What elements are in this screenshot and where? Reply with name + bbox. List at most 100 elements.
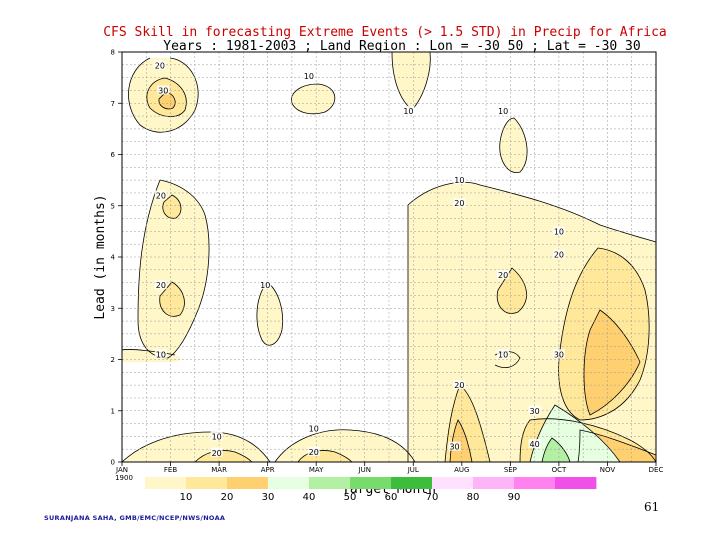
contour-20-sep (496, 267, 527, 314)
legend-tick-label: 80 (467, 492, 480, 503)
region-10-lower-left-band (122, 349, 181, 362)
region-30-aug (450, 420, 472, 462)
contour-label: 10 (498, 107, 508, 116)
page-number: 61 (644, 500, 659, 514)
contour-label: 10 (454, 176, 464, 185)
y-tick-label: 1 (111, 407, 115, 415)
chart-subtitle: Years : 1981-2003 ; Land Region : Lon = … (163, 39, 640, 54)
contour-label: 10 (309, 425, 319, 434)
contour-30-bottom-right (577, 429, 657, 463)
y-tick-label: 2 (111, 356, 115, 364)
region-50-oct (542, 438, 570, 462)
contour-label: 10 (156, 350, 166, 359)
legend-swatch (350, 477, 392, 489)
contour-label-background (259, 280, 272, 290)
region-10-apr-blob (256, 282, 283, 346)
contour-label-background (552, 349, 565, 359)
contour-10-right-main (407, 182, 657, 462)
legend-tick-label: 20 (221, 492, 234, 503)
contour-labels: 20 30 10 10 10 20 10 20 10 20 20 20 10 10 10 30 20 30 10 20… (153, 60, 565, 458)
x-tick-label: 1900 (115, 474, 133, 482)
contour-20-left-lower (159, 281, 185, 317)
contour-label: 20 (454, 381, 464, 390)
chart-title: CFS Skill in forecasting Extreme Events … (103, 25, 667, 40)
legend-swatch (432, 477, 474, 489)
contour-20-bottom-right (519, 418, 657, 463)
contour-label: 20 (155, 61, 165, 70)
contour-label-background (453, 175, 466, 185)
x-tick-label: JUN (358, 466, 371, 474)
grid-horizontal (122, 64, 656, 450)
x-tick-label: NOV (600, 466, 616, 474)
contour-label: 20 (498, 271, 508, 280)
x-tick-label: SEP (504, 466, 517, 474)
region-30-right (584, 310, 640, 415)
contour-label-background (552, 226, 565, 236)
contour-label-background (448, 441, 461, 451)
region-10-may-blob (291, 84, 335, 114)
x-tick-label: FEB (164, 466, 177, 474)
region-10-left-col (138, 180, 210, 358)
contour-label-background (153, 60, 166, 70)
legend-swatch (514, 477, 556, 489)
legend-tick-label: 30 (262, 492, 275, 503)
x-tick-label: APR (261, 466, 275, 474)
contour-label: 10 (304, 72, 314, 81)
plot-area: 20 30 10 10 10 20 10 20 10 20 20 20 10 10 10 30 20 30 10 20… (121, 51, 657, 463)
x-tick-label: AUG (454, 466, 469, 474)
y-tick-label: 4 (111, 254, 116, 262)
legend-swatch (309, 477, 351, 489)
contour-label: 10 (212, 432, 222, 441)
contour-label-background (552, 249, 565, 259)
contour-label: 40 (530, 440, 540, 449)
contour-label-background (453, 198, 466, 208)
region-30-left-top (158, 92, 176, 109)
contour-label: 30 (158, 86, 168, 95)
contour-label-background (402, 105, 415, 115)
y-axis-ticks: 0 1 2 3 4 5 6 7 8 (111, 49, 122, 467)
legend-tick-label: 90 (508, 492, 521, 503)
contour-30-right (583, 309, 641, 416)
contour-label: 20 (156, 281, 166, 290)
contour-30-left-top (158, 91, 176, 110)
contour-label: 10 (403, 107, 413, 116)
contour-label-background (307, 423, 320, 433)
legend-swatch (391, 477, 433, 489)
contour-label-background (528, 439, 541, 449)
shaded-regions (122, 52, 656, 462)
contour-label-background (453, 380, 466, 390)
contour-label-background (210, 447, 223, 457)
legend-tick-label: 70 (426, 492, 439, 503)
x-tick-label: MAY (309, 466, 324, 474)
contour-label: 30 (554, 350, 564, 359)
contour-label-background (497, 269, 510, 279)
contour-10-may (291, 83, 336, 115)
contour-10-apr (256, 281, 284, 346)
contour-label: 30 (449, 443, 459, 452)
footer-credit: SURANJANA SAHA, GMB/EMC/NCEP/NWS/NOAA (44, 514, 225, 522)
contour-label: 20 (309, 448, 319, 457)
contour-label-background (154, 190, 167, 200)
contour-label-background (497, 349, 510, 359)
y-tick-label: 5 (111, 202, 115, 210)
contour-10-bottom-mid (274, 429, 416, 463)
y-tick-label: 8 (111, 49, 115, 57)
legend-tick-label: 50 (344, 492, 357, 503)
x-tick-label: DEC (649, 466, 664, 474)
contour-10-lower-left (121, 349, 176, 356)
contour-label-background (210, 431, 223, 441)
legend-tick-label: 10 (180, 492, 193, 503)
region-20-left-lower (159, 282, 185, 317)
legend-swatch (145, 477, 187, 489)
region-20-left-mid (162, 195, 181, 219)
legend-swatch (186, 477, 228, 489)
contour-label-background (154, 280, 167, 290)
y-tick-label: 7 (111, 100, 115, 108)
x-tick-label: MAR (211, 466, 227, 474)
contour-label: 30 (530, 407, 540, 416)
contour-10-bottom-left (121, 431, 271, 463)
contour-10-left-top (128, 57, 199, 133)
region-10-sep-blob (499, 118, 528, 173)
contour-20-bottom-mid (297, 450, 353, 463)
